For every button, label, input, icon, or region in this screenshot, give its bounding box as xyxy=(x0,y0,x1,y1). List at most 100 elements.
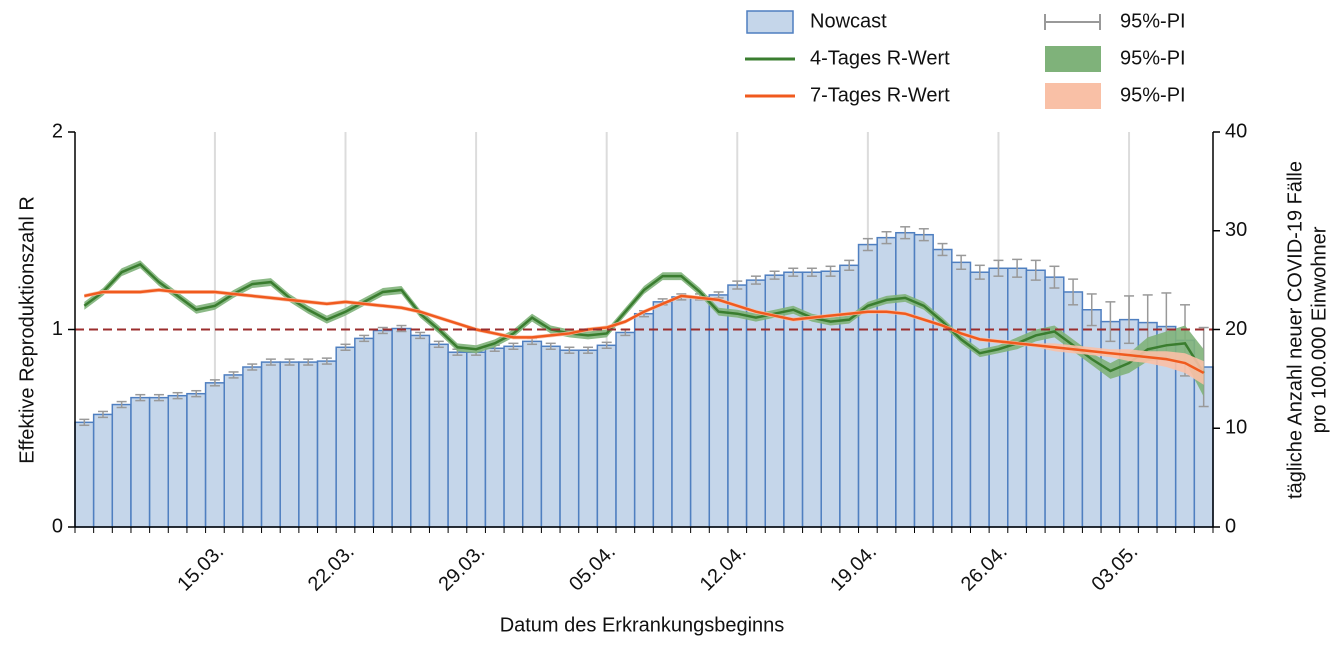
x-tick-label: 29.03. xyxy=(434,541,489,596)
error-bar xyxy=(956,254,967,271)
bar xyxy=(521,340,543,528)
error-bar xyxy=(601,341,612,350)
error-bar xyxy=(1030,259,1041,281)
bar xyxy=(186,392,207,528)
bar xyxy=(839,264,860,528)
x-tick-label: 19.04. xyxy=(826,541,881,596)
bar xyxy=(298,361,319,528)
bar xyxy=(895,231,916,528)
error-bar xyxy=(806,267,817,277)
error-bar xyxy=(1068,278,1079,306)
bar xyxy=(689,296,711,528)
error-bar xyxy=(284,358,295,366)
bar xyxy=(913,233,934,528)
bar xyxy=(671,296,692,528)
error-bar xyxy=(1105,301,1116,343)
bar xyxy=(410,334,431,528)
y2-axis-title: pro 100.000 Einwohner xyxy=(1308,226,1330,433)
error-bar xyxy=(993,259,1004,277)
x-tick-label: 26.04. xyxy=(957,541,1012,596)
bar xyxy=(1025,269,1046,528)
error-bar xyxy=(433,340,444,349)
bar xyxy=(857,243,878,528)
y-tick-label: 2 xyxy=(52,120,63,142)
error-bar xyxy=(415,331,426,340)
error-bar xyxy=(508,342,519,350)
bar xyxy=(484,347,505,528)
bar xyxy=(820,270,841,528)
legend-label: 7-Tages R-Wert xyxy=(810,84,950,106)
x-tick-label: 12.04. xyxy=(696,541,751,596)
y-axis-title: Effektive Reproduktionszahl R xyxy=(16,196,38,464)
error-bar xyxy=(1124,295,1135,345)
error-bar xyxy=(545,342,556,350)
error-bar xyxy=(974,264,985,280)
bar xyxy=(577,349,599,528)
legend-label: 95%-PI xyxy=(1120,47,1186,69)
error-bar xyxy=(750,275,761,285)
error-bar xyxy=(247,363,258,371)
error-bar xyxy=(153,393,164,402)
bar xyxy=(372,329,393,528)
bar xyxy=(951,261,972,528)
bar xyxy=(223,374,244,528)
legend-swatch xyxy=(1045,83,1101,109)
legend-swatch xyxy=(746,10,794,34)
error-bar xyxy=(265,358,276,366)
bar xyxy=(559,349,580,528)
legend-swatch xyxy=(1045,46,1101,72)
error-bar xyxy=(172,391,183,400)
bar xyxy=(1063,291,1084,528)
y2-tick-label: 10 xyxy=(1225,417,1247,439)
bar xyxy=(801,271,822,528)
pi-band xyxy=(84,260,1204,397)
error-bar xyxy=(340,343,351,351)
x-tick-label: 22.03. xyxy=(304,541,359,596)
error-bar xyxy=(377,326,388,335)
bar xyxy=(316,360,337,528)
y-tick-label: 0 xyxy=(52,515,63,537)
legend-label: Nowcast xyxy=(810,10,887,32)
x-tick-label: 05.04. xyxy=(565,541,620,596)
bar xyxy=(652,301,673,528)
error-bar xyxy=(844,259,855,271)
error-bar xyxy=(825,265,836,277)
error-bar xyxy=(862,237,873,252)
bar xyxy=(279,361,300,528)
error-bar xyxy=(1049,265,1060,289)
y2-tick-label: 20 xyxy=(1225,318,1247,340)
bar xyxy=(1007,267,1028,528)
bar xyxy=(148,396,170,528)
bar xyxy=(111,403,132,528)
bar xyxy=(354,337,375,528)
bar xyxy=(391,327,412,528)
error-bar xyxy=(937,242,948,257)
error-bar xyxy=(191,389,202,398)
legend-label: 95%-PI xyxy=(1120,10,1186,32)
bar xyxy=(74,421,95,528)
error-bar xyxy=(769,270,780,280)
y2-tick-label: 30 xyxy=(1225,219,1247,241)
bar xyxy=(167,394,188,528)
bar xyxy=(633,312,655,528)
x-axis-title: Datum des Erkrankungsbeginns xyxy=(500,614,785,636)
y-tick-label: 1 xyxy=(52,318,63,340)
y2-tick-label: 40 xyxy=(1225,120,1247,142)
bar xyxy=(932,248,953,528)
error-bar xyxy=(303,358,314,366)
bar xyxy=(447,351,468,528)
line xyxy=(84,288,1205,375)
bar xyxy=(466,351,487,528)
error-bar xyxy=(583,346,594,354)
bar xyxy=(130,396,151,528)
error-bar xyxy=(788,267,799,277)
bar xyxy=(242,366,263,528)
y2-axis-title: tägliche Anzahl neuer COVID-19 Fälle xyxy=(1284,161,1306,499)
bar xyxy=(428,343,449,528)
error-bar xyxy=(918,228,929,242)
error-bar xyxy=(209,379,220,387)
bar xyxy=(988,267,1009,528)
error-bar xyxy=(1086,293,1097,327)
bar xyxy=(335,346,356,528)
